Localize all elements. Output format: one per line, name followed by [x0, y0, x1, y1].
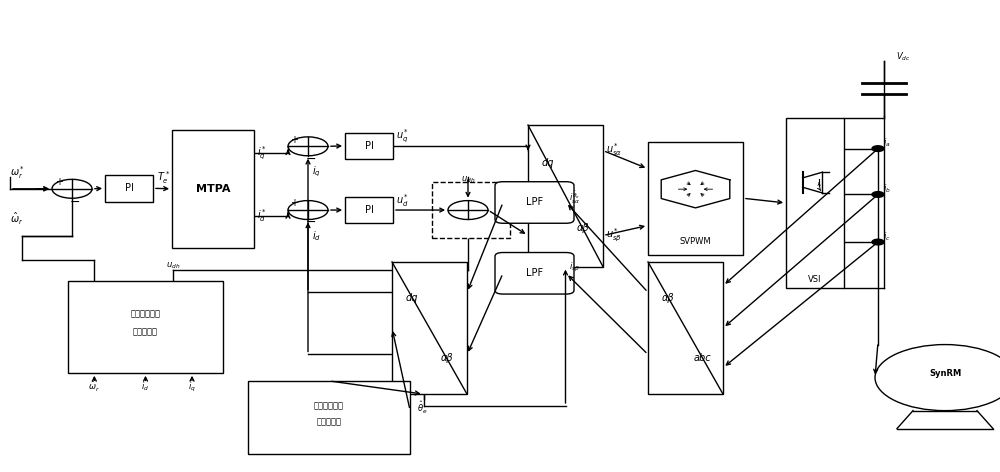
Text: $T_e^*$: $T_e^*$ — [157, 169, 170, 186]
Text: $i_q$: $i_q$ — [312, 165, 321, 179]
Text: −: − — [306, 152, 316, 166]
Text: PI: PI — [365, 141, 373, 151]
Text: +: + — [290, 135, 298, 145]
Text: −: − — [306, 216, 316, 229]
Text: $i_a$: $i_a$ — [883, 137, 891, 149]
Text: $i_d$: $i_d$ — [141, 381, 150, 393]
Text: αβ: αβ — [662, 293, 675, 303]
Bar — [786, 118, 844, 288]
Circle shape — [872, 239, 884, 245]
Text: $V_{dc}$: $V_{dc}$ — [896, 51, 911, 63]
Bar — [432, 182, 510, 238]
Text: LPF: LPF — [526, 268, 543, 278]
Text: dq: dq — [542, 158, 554, 169]
Text: −: − — [70, 195, 80, 209]
FancyBboxPatch shape — [495, 253, 574, 294]
Text: MTPA: MTPA — [196, 184, 230, 194]
Bar — [172, 130, 254, 248]
Bar — [345, 197, 393, 223]
Text: $\omega_r^*$: $\omega_r^*$ — [10, 164, 25, 181]
Text: SynRM: SynRM — [929, 369, 961, 379]
Text: SVPWM: SVPWM — [680, 237, 711, 246]
Bar — [392, 262, 467, 394]
Bar — [248, 381, 410, 454]
Bar — [528, 125, 603, 267]
Text: dq: dq — [406, 293, 418, 303]
Text: abc: abc — [694, 354, 712, 363]
Text: VSI: VSI — [808, 275, 822, 284]
Text: $u_d^*$: $u_d^*$ — [396, 192, 409, 209]
Text: $u_q^*$: $u_q^*$ — [396, 128, 409, 145]
Circle shape — [872, 146, 884, 152]
Bar — [68, 281, 223, 373]
Text: $\hat{\omega}_r$: $\hat{\omega}_r$ — [10, 211, 23, 228]
Text: αβ: αβ — [576, 223, 589, 234]
Text: $i_q^*$: $i_q^*$ — [257, 145, 267, 162]
FancyBboxPatch shape — [495, 182, 574, 223]
Text: $u_{dh}$: $u_{dh}$ — [461, 174, 475, 185]
Text: 高频电流解调: 高频电流解调 — [314, 401, 344, 410]
Text: 与高频注入: 与高频注入 — [133, 327, 158, 336]
Text: $u_{s\beta}^*$: $u_{s\beta}^*$ — [606, 227, 622, 244]
Text: $i_d$: $i_d$ — [312, 229, 321, 243]
Text: +: + — [55, 177, 63, 187]
Text: $i_c$: $i_c$ — [883, 230, 890, 243]
Text: $\hat{\omega}_r$: $\hat{\omega}_r$ — [88, 380, 100, 394]
Text: PI: PI — [125, 183, 133, 194]
Circle shape — [875, 345, 1000, 411]
Text: αβ: αβ — [440, 354, 453, 363]
Text: $i_d^*$: $i_d^*$ — [257, 208, 267, 224]
Text: PI: PI — [365, 205, 373, 215]
Text: $i_{s\alpha}^{\hat{\theta}_e}$: $i_{s\alpha}^{\hat{\theta}_e}$ — [569, 188, 580, 205]
Text: +: + — [290, 198, 298, 209]
Text: $i_q$: $i_q$ — [188, 380, 196, 394]
Text: $u_{dh}$: $u_{dh}$ — [166, 261, 181, 271]
Bar — [648, 142, 743, 255]
Text: $i_{s\beta}$: $i_{s\beta}$ — [569, 261, 580, 274]
Circle shape — [872, 192, 884, 197]
Text: LPF: LPF — [526, 197, 543, 208]
Bar — [105, 175, 153, 202]
Bar — [648, 262, 723, 394]
Text: $u_{s\alpha}^*$: $u_{s\alpha}^*$ — [606, 141, 622, 158]
Text: $\hat{\theta}_e$: $\hat{\theta}_e$ — [417, 400, 427, 416]
Text: $i_b$: $i_b$ — [883, 183, 891, 195]
Text: 与位置观测: 与位置观测 — [316, 418, 342, 427]
Text: 负载转矩观测: 负载转矩观测 — [131, 309, 161, 318]
Bar — [345, 133, 393, 159]
